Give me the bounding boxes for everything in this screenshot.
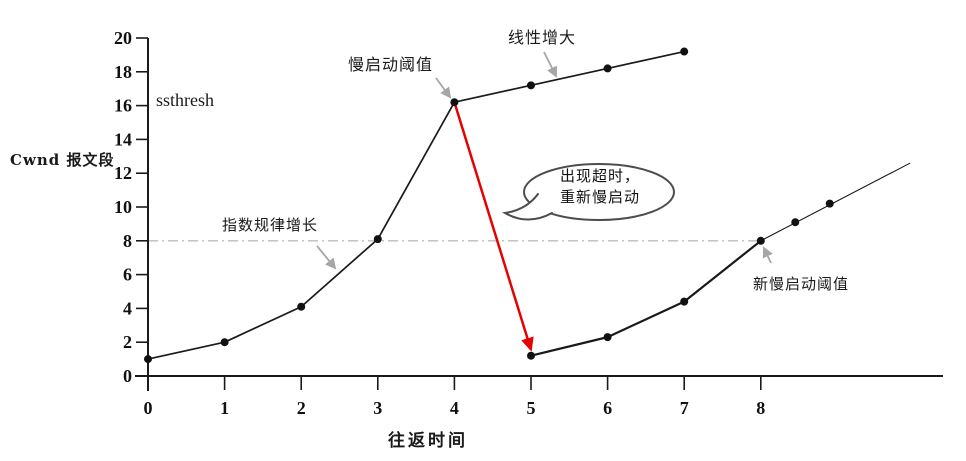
linear-increase-label: 线性增大: [508, 30, 577, 47]
data-point: [791, 218, 800, 227]
x-tick-label: 7: [680, 398, 689, 418]
y-tick-label: 16: [114, 96, 132, 116]
series-slow-start-phase-2: [530, 239, 762, 357]
data-point: [603, 333, 612, 342]
ssthresh-label: ssthresh: [156, 90, 214, 110]
y-tick-label: 12: [114, 163, 132, 183]
data-point: [680, 47, 689, 56]
y-tick-label: 18: [114, 62, 132, 82]
y-tick-label: 2: [123, 332, 132, 352]
series-linear-increase-phase-2: [760, 162, 911, 242]
x-axis-title: 往返时间: [388, 431, 468, 450]
slow-start-threshold-label: 慢启动阈值: [348, 57, 434, 74]
x-tick-label: 1: [220, 398, 229, 418]
data-point: [373, 235, 382, 244]
slow-start-threshold-arrow-icon: [435, 77, 452, 99]
y-tick-label: 10: [114, 197, 132, 217]
data-point: [825, 199, 834, 208]
timeout-speech-bubble: [501, 163, 675, 221]
y-axis-title: Cwnd 报文段: [10, 151, 115, 169]
speech-bubble-ellipse: [523, 163, 675, 221]
linear-increase-arrow-icon: [543, 51, 557, 78]
data-point: [756, 236, 765, 245]
timeout-bubble-line1: 出现超时，: [559, 168, 640, 185]
annotation-layer: [316, 51, 773, 270]
data-point: [527, 351, 535, 360]
series-linear-increase-phase-1: [454, 50, 685, 104]
y-tick-label: 6: [123, 265, 132, 285]
x-tick-label: 8: [756, 398, 765, 418]
x-tick-label: 4: [450, 398, 459, 418]
data-point: [144, 355, 152, 364]
timeout-bubble-text: 出现超时， 重新慢启动: [539, 166, 661, 208]
x-tick-label: 0: [144, 398, 153, 418]
timeout-arrow: [453, 101, 534, 352]
timeout-bubble-line2: 重新慢启动: [559, 189, 640, 206]
y-tick-label: 4: [123, 298, 132, 318]
new-slow-start-threshold-label: 新慢启动阈值: [753, 276, 850, 293]
x-tick-label: 6: [603, 398, 612, 418]
x-tick-label: 3: [373, 398, 382, 418]
exponential-growth-label: 指数规律增长: [222, 217, 319, 234]
data-point: [297, 302, 306, 311]
data-point: [527, 81, 535, 90]
data-point: [450, 98, 459, 107]
exponential-growth-arrow-icon: [316, 245, 337, 270]
y-tick-label: 14: [114, 129, 132, 149]
data-point: [220, 338, 229, 347]
speech-bubble-tail: [501, 193, 553, 221]
data-point: [603, 64, 612, 73]
x-tick-label: 5: [527, 398, 536, 418]
x-tick-label: 2: [297, 398, 306, 418]
y-tick-label: 8: [123, 231, 132, 251]
data-point: [680, 297, 689, 306]
y-tick-label: 0: [123, 366, 132, 386]
new-slow-start-threshold-arrow-icon: [762, 246, 773, 264]
y-tick-label: 20: [114, 28, 132, 48]
